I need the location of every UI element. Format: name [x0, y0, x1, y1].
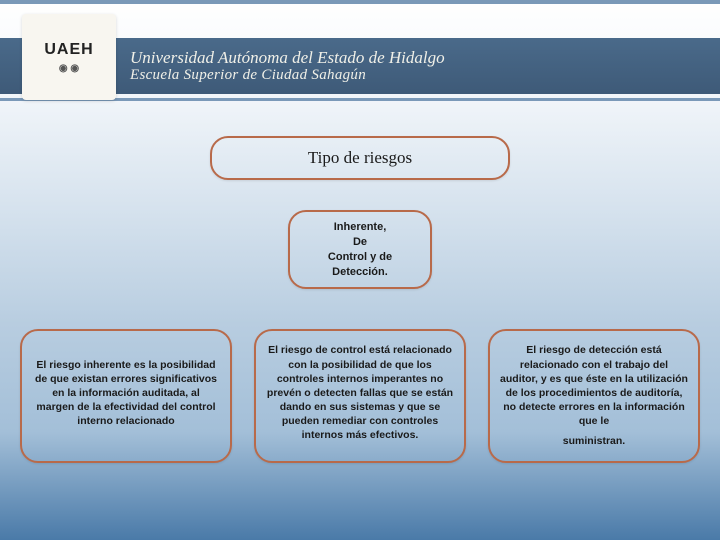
- detail-box-inherente: El riesgo inherente es la posibilidad de…: [20, 329, 232, 462]
- header-stripe-top: [0, 0, 720, 4]
- detail-text-2: El riesgo de detección está relacionado …: [500, 343, 688, 428]
- header-text: Universidad Autónoma del Estado de Hidal…: [130, 48, 445, 85]
- detail-row: El riesgo inherente es la posibilidad de…: [20, 329, 700, 462]
- subtitle-line-1: De: [353, 235, 367, 250]
- detail-text-0: El riesgo inherente es la posibilidad de…: [32, 358, 220, 429]
- title-text: Tipo de riesgos: [308, 148, 412, 168]
- detail-box-deteccion: El riesgo de detección está relacionado …: [488, 329, 700, 462]
- university-logo: UAEH ◉ ◉: [22, 14, 116, 100]
- subtitle-box: Inherente, De Control y de Detección.: [288, 210, 432, 289]
- header-banner: Universidad Autónoma del Estado de Hidal…: [0, 0, 720, 112]
- subtitle-line-0: Inherente,: [334, 220, 387, 235]
- detail-text-1: El riesgo de control está relacionado co…: [266, 343, 454, 442]
- subtitle-line-3: Detección.: [332, 265, 388, 280]
- title-box: Tipo de riesgos: [210, 136, 510, 180]
- school-name: Escuela Superior de Ciudad Sahagún: [130, 67, 445, 84]
- detail-box-control: El riesgo de control está relacionado co…: [254, 329, 466, 462]
- subtitle-line-2: Control y de: [328, 250, 392, 265]
- university-name: Universidad Autónoma del Estado de Hidal…: [130, 48, 445, 68]
- detail-trailer-2: suministran.: [563, 434, 625, 448]
- diagram-content: Tipo de riesgos Inherente, De Control y …: [0, 112, 720, 463]
- logo-seal-icon: ◉ ◉: [59, 63, 79, 74]
- logo-text: UAEH: [44, 41, 93, 59]
